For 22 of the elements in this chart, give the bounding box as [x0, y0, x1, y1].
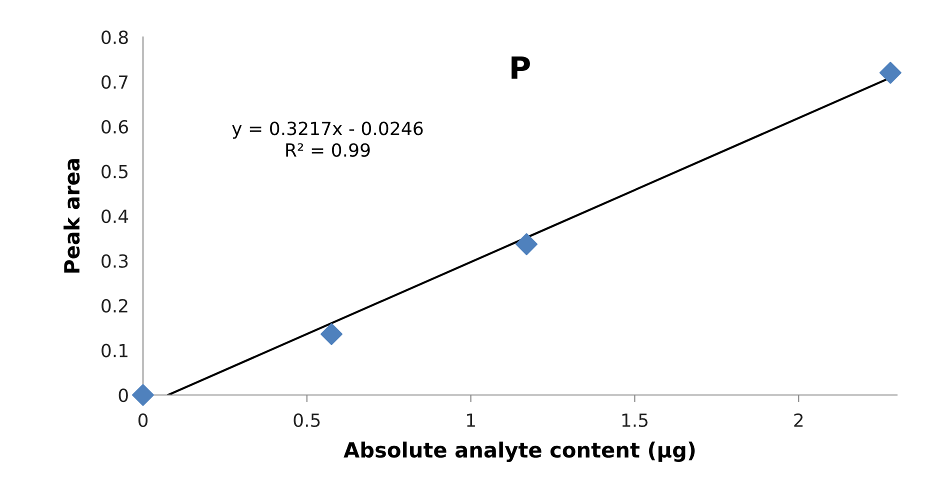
y-tick-label: 0.3	[102, 254, 128, 268]
y-tick-label: 0.7	[102, 75, 128, 89]
x-tick-label: 0	[138, 413, 148, 428]
point	[879, 62, 902, 84]
x-axis-title: Absolute analyte content (µg)	[344, 442, 695, 462]
y-tick-label: 0.2	[102, 298, 128, 313]
y-tick-label: 0.1	[102, 344, 128, 358]
annotation: y = 0.3217x - 0.0246 R² = 0.99	[232, 122, 423, 157]
text: P	[512, 56, 530, 79]
y-tick-label: 0.4	[102, 209, 128, 224]
x-tick-label: 2	[794, 413, 803, 427]
point	[132, 384, 154, 406]
y-tick-label: 0.5	[102, 164, 128, 178]
y-tick-label: 0	[118, 388, 128, 402]
point	[516, 233, 538, 256]
point	[320, 323, 342, 346]
y-tick-label: 0.8	[102, 30, 128, 44]
x-tick-label: 0.5	[294, 413, 320, 428]
y-axis-title: Peak area	[64, 159, 80, 273]
x-tick-label: 1	[467, 414, 475, 427]
x-tick-label: 1.5	[622, 414, 648, 428]
y-tick-label: 0.6	[102, 120, 128, 134]
